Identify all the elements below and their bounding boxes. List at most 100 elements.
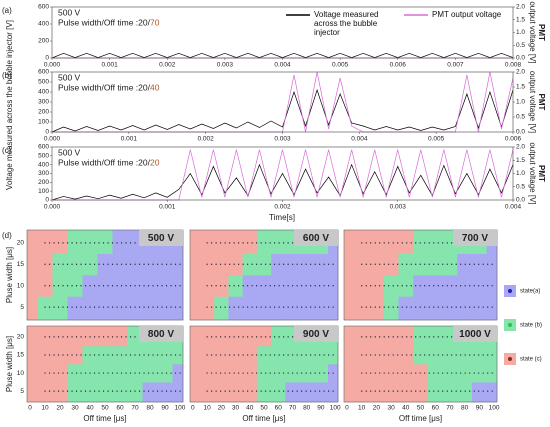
state-cell xyxy=(285,382,300,403)
state-cell xyxy=(398,326,414,347)
state-cell xyxy=(383,364,399,383)
y2-tick-label: 0.0 xyxy=(516,129,525,136)
state-cell xyxy=(82,326,98,347)
x-tick-label: 0 xyxy=(345,405,349,412)
y2-tick-label: 1.0 xyxy=(516,29,525,36)
state-cell xyxy=(214,364,229,383)
x-tick-label: 40 xyxy=(402,405,410,412)
state-cell xyxy=(157,364,173,383)
state-cell xyxy=(52,382,68,403)
x-axis-label: Off time [μs] xyxy=(242,414,285,423)
y-tick-label: 20 xyxy=(17,240,25,247)
state-cell xyxy=(228,326,243,347)
y2-tick-label: 2.0 xyxy=(516,69,525,76)
y-axis-label: Pluse width [μs] xyxy=(5,336,14,392)
x-tick-label: 20 xyxy=(56,405,64,412)
state-cell xyxy=(27,364,38,383)
legend-dot xyxy=(508,289,512,293)
x-tick-label: 90 xyxy=(317,405,325,412)
state-cell xyxy=(172,275,184,297)
state-cell xyxy=(82,230,98,254)
state-cell xyxy=(369,382,385,403)
state-cell xyxy=(354,296,370,321)
state-cell xyxy=(471,382,488,403)
state-cell xyxy=(242,382,258,403)
state-cell xyxy=(344,364,355,383)
state-cell xyxy=(271,230,286,254)
state-cell xyxy=(256,253,272,276)
annotation: Pulse width/Off time :20/ xyxy=(58,157,151,167)
legend-dot xyxy=(508,323,512,327)
state-cell xyxy=(344,253,355,276)
y-tick-label: 600 xyxy=(38,144,49,151)
legend-label: state (b) xyxy=(520,323,542,329)
state-cell xyxy=(299,275,315,297)
y2-tick-label: 1.5 xyxy=(516,157,525,164)
y-axis-label: Pluse width [μs] xyxy=(5,247,14,303)
panel-title: 800 V xyxy=(148,329,174,340)
state-cell xyxy=(398,275,414,297)
x-tick-label: 0.006 xyxy=(505,136,522,143)
state-cell xyxy=(427,382,443,403)
x-tick-label: 30 xyxy=(387,405,395,412)
state-cell xyxy=(442,275,458,297)
x-tick-label: 70 xyxy=(289,405,297,412)
plot-frame xyxy=(343,325,498,403)
panel-title: 1000 V xyxy=(459,329,491,340)
state-cell xyxy=(471,364,488,383)
state-cell xyxy=(242,253,258,276)
state-cell xyxy=(228,345,243,365)
y-tick-label: 600 xyxy=(38,69,49,76)
state-cell xyxy=(172,364,184,383)
state-cell xyxy=(299,345,315,365)
state-cell xyxy=(97,382,113,403)
state-cell xyxy=(82,296,98,321)
state-cell xyxy=(328,382,339,403)
state-cell xyxy=(190,296,201,321)
data-line xyxy=(52,71,514,133)
y2-axis-label: PMT xyxy=(537,94,546,111)
state-cell xyxy=(486,296,498,321)
x-tick-label: 0.003 xyxy=(390,204,407,211)
x-tick-label: 80 xyxy=(303,405,311,412)
x-tick-label: 0.000 xyxy=(44,136,61,143)
y-tick-label: 15 xyxy=(17,352,25,359)
state-cell xyxy=(256,296,272,321)
state-cell xyxy=(383,296,399,321)
state-cell xyxy=(442,253,458,276)
state-cell xyxy=(172,253,184,276)
state-cell xyxy=(142,345,158,365)
state-cell xyxy=(52,275,68,297)
y-tick-label: 400 xyxy=(38,89,49,96)
title-box xyxy=(139,230,183,246)
y-axis-label: Voltage measured across the bubble injec… xyxy=(5,20,14,190)
y-tick-label: 200 xyxy=(38,179,49,186)
state-cell xyxy=(471,253,488,276)
x-tick-label: 0.003 xyxy=(274,136,291,143)
title-box xyxy=(139,326,183,342)
annotation: 500 V xyxy=(58,147,81,157)
x-tick-label: 0.004 xyxy=(274,62,291,69)
state-cell xyxy=(228,230,243,254)
state-cell xyxy=(427,230,443,254)
y-tick-label: 300 xyxy=(38,99,49,106)
y2-tick-label: 2.0 xyxy=(516,4,525,11)
state-cell xyxy=(37,326,53,347)
state-cell xyxy=(383,382,399,403)
state-cell xyxy=(142,253,158,276)
y-tick-label: 10 xyxy=(17,370,25,377)
x-tick-label: 60 xyxy=(432,405,440,412)
panel-title: 600 V xyxy=(303,233,329,244)
state-cell xyxy=(97,253,113,276)
state-cell xyxy=(427,364,443,383)
state-cell xyxy=(27,326,38,347)
y-tick-label: 200 xyxy=(38,38,49,45)
title-box xyxy=(453,326,497,342)
y2-axis-label: PMT xyxy=(537,24,546,41)
state-cell xyxy=(27,253,38,276)
y2-axis-label: output voltage [V] xyxy=(528,142,537,204)
x-tick-label: 0.002 xyxy=(159,62,176,69)
state-cell xyxy=(127,296,143,321)
legend-label: PMT output voltage xyxy=(432,10,502,19)
state-cell xyxy=(398,253,414,276)
